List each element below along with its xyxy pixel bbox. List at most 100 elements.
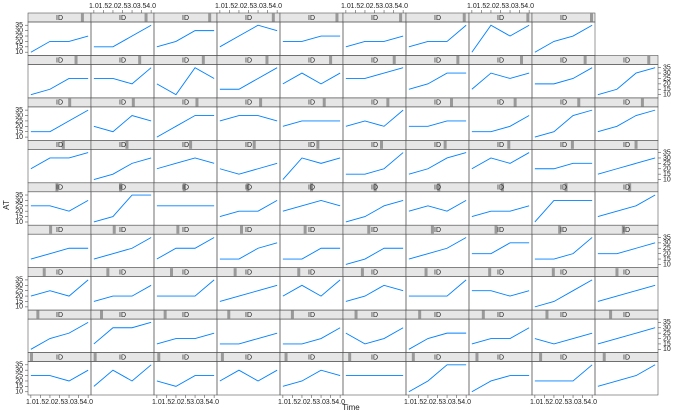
- x-tick-label: 1.0: [530, 399, 540, 406]
- panel: [531, 318, 596, 353]
- panel: [405, 21, 470, 56]
- x-tick-label: 1.0: [341, 3, 351, 10]
- line: [282, 247, 341, 260]
- y-tick-label: 25: [15, 288, 23, 295]
- strip-label: ID: [371, 270, 378, 277]
- panel: [153, 361, 218, 396]
- panel: [27, 21, 92, 56]
- panel: [594, 361, 659, 396]
- strip-label: ID: [371, 15, 378, 22]
- line: [345, 109, 404, 127]
- strip-label: ID: [497, 312, 504, 319]
- strip-label: ID: [623, 312, 630, 319]
- line: [93, 321, 152, 345]
- x-tick-label: 3.0: [190, 399, 200, 406]
- strip-level: [125, 140, 129, 149]
- strip-label: ID: [434, 312, 441, 319]
- strip-label: ID: [497, 227, 504, 234]
- x-tick-label: 3.5: [389, 3, 399, 10]
- x-tick-label: 2.0: [108, 3, 118, 10]
- strip-level: [290, 310, 294, 319]
- strip-level: [100, 310, 103, 319]
- x-tick-label: 1.0: [278, 399, 288, 406]
- line: [534, 364, 593, 382]
- panel: [279, 318, 344, 353]
- x-tick-label: 3.5: [263, 3, 273, 10]
- strip-label: ID: [119, 312, 126, 319]
- strip-level: [246, 183, 250, 192]
- strip-label: ID: [371, 312, 378, 319]
- strip-level: [93, 353, 97, 362]
- x-tick-label: 3.5: [326, 399, 336, 406]
- line: [408, 200, 467, 212]
- line: [282, 35, 341, 42]
- line: [30, 369, 89, 382]
- y-tick-label: 30: [15, 197, 23, 204]
- strip-label: ID: [308, 270, 315, 277]
- panel: [27, 106, 92, 141]
- strip-level: [462, 13, 466, 22]
- strip-level: [227, 310, 231, 319]
- line: [345, 67, 404, 79]
- x-tick-label: 3.0: [127, 3, 137, 10]
- x-tick-label: 4.0: [209, 399, 219, 406]
- strip-level: [68, 98, 72, 107]
- strip-label: ID: [560, 15, 567, 22]
- x-tick-label: 4.0: [398, 3, 408, 10]
- panel: [594, 233, 659, 268]
- panel: [90, 361, 155, 396]
- strip-label: ID: [623, 270, 630, 277]
- y-tick-label: 20: [663, 250, 671, 257]
- strip-label: ID: [371, 354, 378, 361]
- strip-label: ID: [56, 270, 63, 277]
- panel: [594, 106, 659, 141]
- x-tick-label: 1.0: [215, 3, 225, 10]
- x-tick-label: 3.0: [505, 3, 515, 10]
- strip-label: ID: [182, 100, 189, 107]
- strip-level: [526, 13, 530, 22]
- y-tick-label: 25: [663, 160, 671, 167]
- x-tick-label: 4.0: [146, 3, 156, 10]
- panel: [594, 64, 659, 99]
- strip-label: ID: [497, 185, 504, 192]
- y-tick-label: 10: [663, 176, 671, 183]
- strip-label: ID: [497, 142, 504, 149]
- strip-level: [329, 55, 333, 64]
- line: [471, 375, 530, 393]
- strip-level: [176, 225, 180, 234]
- x-tick-label: 4.0: [524, 3, 534, 10]
- x-tick-label: 1.5: [162, 399, 172, 406]
- line: [597, 242, 656, 255]
- strip-label: ID: [497, 100, 504, 107]
- line: [408, 364, 467, 393]
- strip-label: ID: [56, 57, 63, 64]
- strip-label: ID: [623, 354, 630, 361]
- x-tick-label: 4.0: [272, 3, 282, 10]
- x-tick-label: 2.0: [423, 399, 433, 406]
- y-tick-label: 25: [663, 245, 671, 252]
- y-tick-label: 30: [15, 282, 23, 289]
- panel: [468, 149, 533, 184]
- strip-level: [189, 140, 193, 149]
- x-tick-label: 2.0: [171, 399, 181, 406]
- strip-level: [182, 183, 186, 192]
- strip-level: [583, 55, 587, 64]
- strip-level: [119, 183, 123, 192]
- line: [93, 115, 152, 133]
- y-tick-label: 35: [663, 65, 671, 72]
- y-tick-label: 20: [663, 335, 671, 342]
- strip-label: ID: [182, 142, 189, 149]
- y-tick-label: 35: [15, 22, 23, 29]
- strip-label: ID: [119, 185, 126, 192]
- x-tick-label: 1.0: [89, 3, 99, 10]
- strip-label: ID: [371, 57, 378, 64]
- line: [408, 120, 467, 127]
- line: [93, 67, 152, 85]
- strip-label: ID: [560, 354, 567, 361]
- panel: [405, 276, 470, 311]
- panel: [216, 64, 281, 99]
- x-tick-label: 2.5: [496, 3, 506, 10]
- y-tick-label: 20: [15, 378, 23, 385]
- y-tick-label: 15: [663, 341, 671, 348]
